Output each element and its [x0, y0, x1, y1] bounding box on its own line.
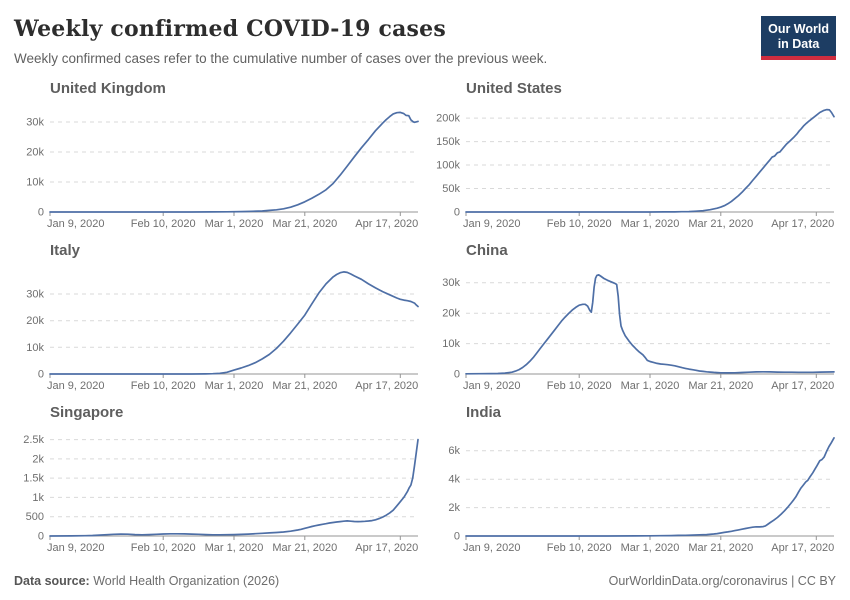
chart-title: China — [466, 242, 508, 259]
chart-title: United Kingdom — [50, 80, 166, 97]
chart-panel-united-kingdom: United Kingdom 0 10k 20k 30k Jan 9, 2020 Feb … — [14, 74, 420, 234]
line-chart: 0 500 1k 1.5k 2k 2.5k Jan 9, 2020 Feb 10, 2020 M… — [23, 434, 419, 554]
svg-text:Apr 17, 2020: Apr 17, 2020 — [771, 542, 834, 554]
svg-text:Feb 10, 2020: Feb 10, 2020 — [547, 218, 612, 230]
svg-text:Mar 21, 2020: Mar 21, 2020 — [272, 218, 337, 230]
charts-grid: United Kingdom 0 10k 20k 30k Jan 9, 2020 Feb … — [14, 74, 836, 558]
svg-text:0: 0 — [38, 369, 44, 381]
svg-text:0: 0 — [454, 531, 460, 543]
svg-text:4k: 4k — [448, 474, 460, 486]
svg-text:100k: 100k — [436, 160, 460, 172]
svg-text:6k: 6k — [448, 445, 460, 457]
owid-logo[interactable]: Our World in Data — [761, 16, 836, 60]
owid-logo-line2: in Data — [777, 37, 820, 51]
svg-text:0: 0 — [454, 207, 460, 219]
svg-text:Mar 21, 2020: Mar 21, 2020 — [688, 380, 753, 392]
svg-text:Mar 1, 2020: Mar 1, 2020 — [205, 218, 264, 230]
svg-text:Jan 9, 2020: Jan 9, 2020 — [463, 218, 521, 230]
svg-text:0: 0 — [454, 369, 460, 381]
svg-text:30k: 30k — [442, 277, 460, 289]
svg-text:1.5k: 1.5k — [23, 473, 44, 485]
svg-text:Jan 9, 2020: Jan 9, 2020 — [463, 542, 521, 554]
line-chart: 0 10k 20k 30k Jan 9, 2020 Feb 10, 2020 Mar 1, … — [26, 271, 419, 392]
data-source-label: Data source: — [14, 574, 90, 588]
svg-text:20k: 20k — [26, 315, 44, 327]
svg-text:Feb 10, 2020: Feb 10, 2020 — [547, 380, 612, 392]
svg-text:Feb 10, 2020: Feb 10, 2020 — [131, 380, 196, 392]
chart-panel-united-states: United States 0 50k 100k 150k 200k Jan 9, 202… — [430, 74, 836, 234]
svg-text:Mar 21, 2020: Mar 21, 2020 — [688, 218, 753, 230]
line-chart: 0 2k 4k 6k Jan 9, 2020 Feb 10, 2020 Mar 1, 202… — [448, 437, 835, 554]
svg-text:Mar 1, 2020: Mar 1, 2020 — [621, 380, 680, 392]
data-source-text: World Health Organization (2026) — [89, 574, 280, 588]
svg-text:10k: 10k — [26, 177, 44, 189]
page-title: Weekly confirmed COVID-19 cases — [14, 16, 446, 42]
chart-panel-singapore: Singapore 0 500 1k 1.5k 2k 2.5k Jan 9, 2020 Feb… — [14, 398, 420, 558]
svg-text:Mar 1, 2020: Mar 1, 2020 — [621, 218, 680, 230]
svg-text:2k: 2k — [32, 453, 44, 465]
svg-text:0: 0 — [38, 207, 44, 219]
svg-text:2k: 2k — [448, 502, 460, 514]
chart-panel-italy: Italy 0 10k 20k 30k Jan 9, 2020 Feb 10, 2020 M… — [14, 236, 420, 396]
svg-text:Apr 17, 2020: Apr 17, 2020 — [771, 218, 834, 230]
chart-title: India — [466, 404, 502, 421]
svg-text:Feb 10, 2020: Feb 10, 2020 — [131, 218, 196, 230]
data-source: Data source: World Health Organization (… — [14, 574, 279, 588]
header: Weekly confirmed COVID-19 cases Weekly c… — [14, 16, 836, 66]
svg-text:50k: 50k — [442, 183, 460, 195]
svg-text:Mar 21, 2020: Mar 21, 2020 — [688, 542, 753, 554]
svg-text:Feb 10, 2020: Feb 10, 2020 — [547, 542, 612, 554]
svg-text:Mar 1, 2020: Mar 1, 2020 — [205, 380, 264, 392]
svg-text:Jan 9, 2020: Jan 9, 2020 — [47, 380, 105, 392]
svg-text:Mar 1, 2020: Mar 1, 2020 — [205, 542, 264, 554]
svg-text:10k: 10k — [26, 342, 44, 354]
svg-text:30k: 30k — [26, 117, 44, 129]
svg-text:200k: 200k — [436, 113, 460, 125]
svg-text:Jan 9, 2020: Jan 9, 2020 — [47, 218, 105, 230]
footer: Data source: World Health Organization (… — [14, 574, 836, 588]
page-subtitle: Weekly confirmed cases refer to the cumu… — [14, 51, 548, 66]
chart-panel-india: India 0 2k 4k 6k Jan 9, 2020 Feb 10, 2020 Mar … — [430, 398, 836, 558]
chart-title: Singapore — [50, 404, 124, 421]
chart-title: United States — [466, 80, 562, 97]
svg-text:Jan 9, 2020: Jan 9, 2020 — [463, 380, 521, 392]
svg-text:Apr 17, 2020: Apr 17, 2020 — [771, 380, 834, 392]
line-chart: 0 10k 20k 30k Jan 9, 2020 Feb 10, 2020 Mar 1, … — [442, 273, 835, 392]
attribution-link[interactable]: OurWorldinData.org/coronavirus | CC BY — [608, 574, 836, 588]
svg-text:Apr 17, 2020: Apr 17, 2020 — [355, 380, 418, 392]
svg-text:Mar 1, 2020: Mar 1, 2020 — [621, 542, 680, 554]
svg-text:Apr 17, 2020: Apr 17, 2020 — [355, 218, 418, 230]
svg-text:Feb 10, 2020: Feb 10, 2020 — [131, 542, 196, 554]
svg-text:10k: 10k — [442, 338, 460, 350]
line-chart: 0 50k 100k 150k 200k Jan 9, 2020 Feb 10, 2020 M… — [436, 108, 835, 230]
line-chart: 0 10k 20k 30k Jan 9, 2020 Feb 10, 2020 Mar 1, … — [26, 111, 419, 230]
svg-text:Mar 21, 2020: Mar 21, 2020 — [272, 542, 337, 554]
svg-text:20k: 20k — [26, 147, 44, 159]
svg-text:Mar 21, 2020: Mar 21, 2020 — [272, 380, 337, 392]
chart-panel-china: China 0 10k 20k 30k Jan 9, 2020 Feb 10, 2020 M… — [430, 236, 836, 396]
svg-text:Jan 9, 2020: Jan 9, 2020 — [47, 542, 105, 554]
svg-text:Apr 17, 2020: Apr 17, 2020 — [355, 542, 418, 554]
svg-text:2.5k: 2.5k — [23, 434, 44, 446]
svg-text:0: 0 — [38, 531, 44, 543]
svg-text:30k: 30k — [26, 289, 44, 301]
svg-text:500: 500 — [26, 511, 44, 523]
owid-logo-line1: Our World — [768, 22, 829, 36]
svg-text:20k: 20k — [442, 308, 460, 320]
svg-text:1k: 1k — [32, 492, 44, 504]
chart-title: Italy — [50, 242, 81, 259]
svg-text:150k: 150k — [436, 136, 460, 148]
